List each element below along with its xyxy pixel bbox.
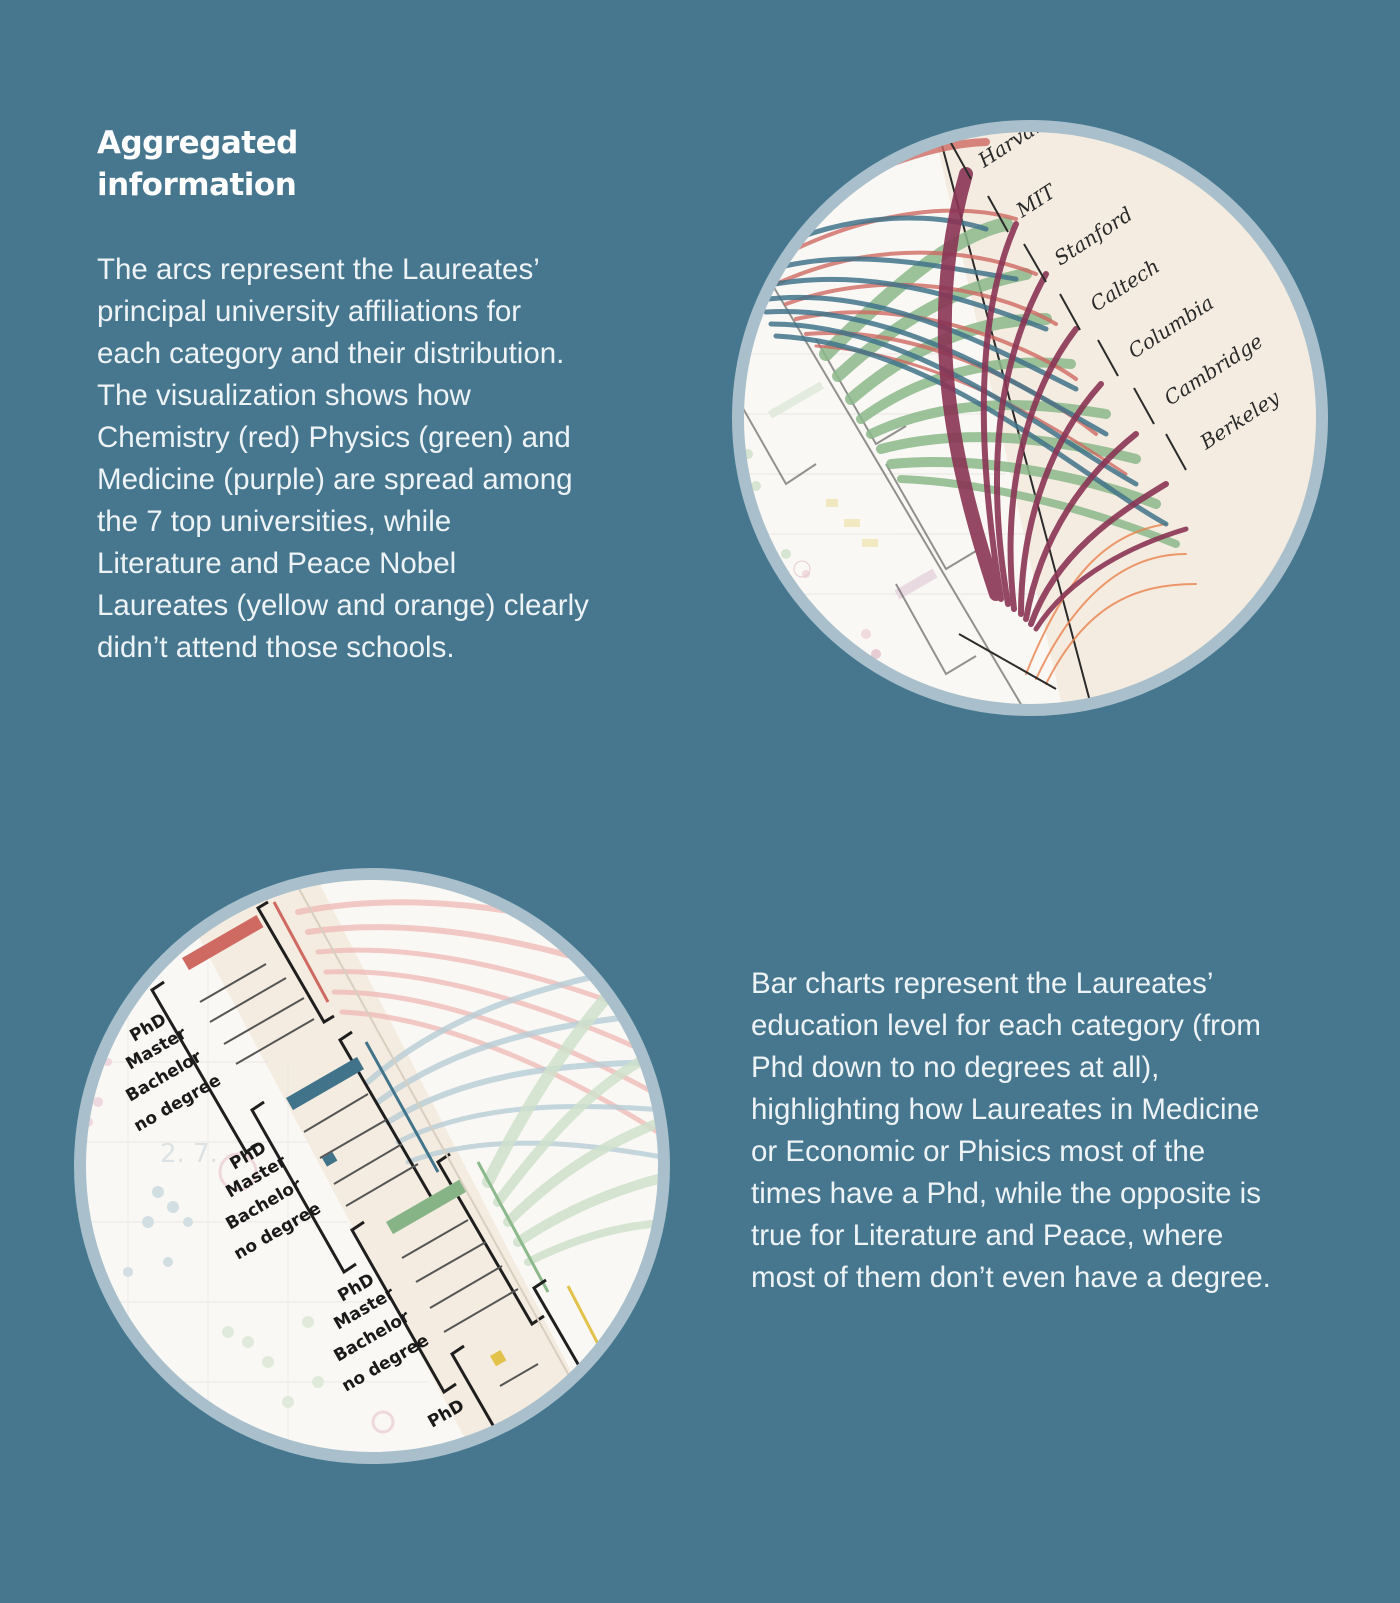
arcs-description-line: didn’t attend those schools.	[97, 631, 455, 664]
arcs-description-line: principal university affiliations for	[97, 295, 522, 328]
barcharts-description-line: education level for each category (from	[751, 1009, 1261, 1042]
barcharts-description-line: most of them don’t even have a degree.	[751, 1261, 1271, 1294]
faded-number: 2. 7.	[160, 1139, 218, 1169]
bar-group-economics	[250, 1030, 447, 1275]
medicine-arcs	[937, 167, 1189, 632]
arcs-description-line: The visualization shows how	[97, 379, 471, 412]
arcs-description-line: The arcs represent the Laureates’	[97, 253, 540, 286]
university-arcs-magnifier: Harvard MIT Stanford Caltech Columbia Ca…	[726, 114, 1334, 722]
education-bars-svg: 2. 7.	[74, 868, 670, 1464]
bar-phd-physics	[386, 1179, 468, 1235]
magnifier-ring	[74, 868, 670, 1464]
bar-group-physics	[350, 1152, 550, 1395]
arcs-description-line: the 7 top universities, while	[97, 505, 452, 538]
barcharts-description-line: times have a Phd, while the opposite is	[751, 1177, 1261, 1210]
heading-line-1: Aggregated	[97, 125, 298, 161]
barcharts-description-line: or Economic or Phisics most of the	[751, 1135, 1206, 1168]
arcs-description-line: Literature and Peace Nobel	[97, 547, 457, 580]
education-bars-magnifier: 2. 7.	[68, 862, 676, 1470]
heading-line-2: information	[97, 167, 297, 203]
university-arcs-svg: Harvard MIT Stanford Caltech Columbia Ca…	[732, 120, 1328, 716]
barcharts-description-line: Bar charts represent the Laureates’	[751, 967, 1214, 1000]
barcharts-description-line: highlighting how Laureates in Medicine	[751, 1093, 1260, 1126]
barcharts-description-line: true for Literature and Peace, where	[751, 1219, 1224, 1252]
arcs-description-line: Medicine (purple) are spread among	[97, 463, 573, 496]
arcs-description: The arcs represent the Laureates’ princi…	[97, 249, 589, 669]
magnifier-ring	[732, 120, 1328, 716]
barcharts-description: Bar charts represent the Laureates’ educ…	[751, 963, 1271, 1299]
bar-phd-economics	[285, 1057, 365, 1111]
bar-group-chemistry	[149, 900, 335, 1155]
arcs-description-line: each category and their distribution.	[97, 337, 565, 370]
arcs-description-line: Chemistry (red) Physics (green) and	[97, 421, 571, 454]
section-heading: Aggregated information	[97, 122, 397, 206]
barcharts-description-line: Phd down to no degrees at all),	[751, 1051, 1160, 1084]
bar-phd-chemistry	[182, 915, 264, 971]
arcs-description-line: Laureates (yellow and orange) clearly	[97, 589, 589, 622]
